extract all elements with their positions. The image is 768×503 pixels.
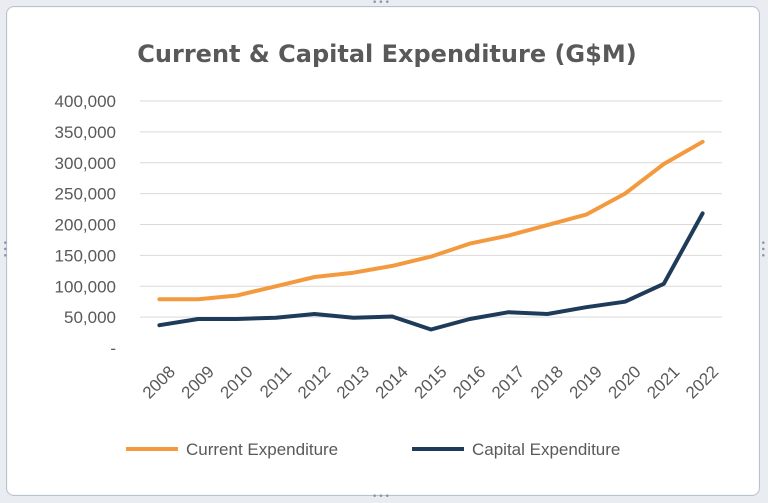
- x-tick-label: 2016: [449, 362, 489, 402]
- x-tick-label: 2018: [527, 362, 567, 402]
- y-tick-label: 100,000: [55, 277, 116, 296]
- x-tick-label: 2015: [410, 362, 450, 402]
- x-tick-label: 2013: [333, 362, 373, 402]
- legend-label: Current Expenditure: [186, 440, 338, 459]
- x-tick-label: 2012: [294, 362, 334, 402]
- resize-handle-right[interactable]: •••: [757, 240, 767, 259]
- y-tick-label: 250,000: [55, 185, 116, 204]
- x-tick-label: 2011: [256, 362, 295, 401]
- chart-frame: [6, 6, 760, 496]
- x-tick-label: 2022: [682, 362, 722, 402]
- resize-handle-top[interactable]: •••: [372, 0, 391, 8]
- y-tick-label: 200,000: [55, 216, 116, 235]
- resize-handle-left[interactable]: •••: [0, 240, 9, 259]
- y-tick-label: 300,000: [55, 154, 116, 173]
- x-tick-label: 2008: [139, 362, 179, 402]
- x-tick-label: 2017: [488, 362, 528, 402]
- legend-label: Capital Expenditure: [472, 440, 620, 459]
- chart-title: Current & Capital Expenditure (G$M): [137, 40, 636, 68]
- resize-handle-bottom[interactable]: •••: [372, 492, 391, 502]
- x-tick-label: 2010: [216, 362, 256, 402]
- x-tick-label: 2021: [643, 362, 683, 402]
- y-tick-label: 350,000: [55, 123, 116, 142]
- series-line-capital-expenditure: [157, 211, 705, 332]
- x-tick-label: 2020: [604, 362, 644, 402]
- y-tick-label: 400,000: [55, 92, 116, 111]
- y-tick-label: 150,000: [55, 246, 116, 265]
- x-tick-label: 2014: [372, 362, 412, 402]
- y-tick-label: -: [110, 339, 116, 358]
- y-tick-label: 50,000: [64, 308, 116, 327]
- series-line-current-expenditure: [157, 139, 705, 302]
- x-tick-label: 2009: [178, 362, 218, 402]
- x-tick-label: 2019: [566, 362, 606, 402]
